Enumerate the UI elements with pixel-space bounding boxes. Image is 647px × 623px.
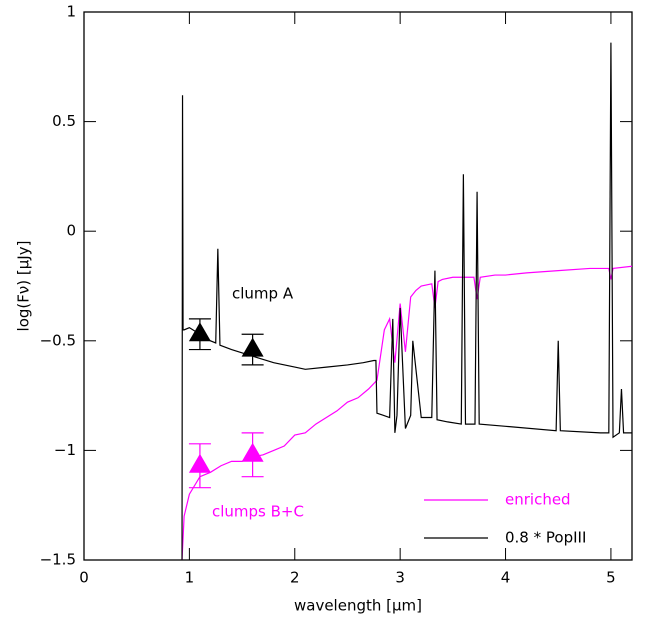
x-tick-label: 3 bbox=[395, 569, 405, 587]
x-tick-label: 0 bbox=[79, 569, 89, 587]
triangle-marker bbox=[241, 337, 264, 357]
plot-frame bbox=[83, 11, 633, 561]
x-tick-label: 2 bbox=[290, 569, 300, 587]
point-group-label: clump A bbox=[232, 285, 294, 303]
triangle-marker bbox=[188, 322, 211, 342]
spectrum-line bbox=[181, 42, 632, 560]
y-tick-label: −0.5 bbox=[40, 331, 76, 349]
y-tick-label: −1.5 bbox=[40, 551, 76, 569]
y-axis-label: log(Fν) [μJy] bbox=[15, 241, 33, 332]
x-tick-label: 1 bbox=[185, 569, 195, 587]
legend-label: enriched bbox=[505, 491, 571, 509]
y-tick-label: −1 bbox=[54, 441, 76, 459]
legend-label: 0.8 * PopIII bbox=[505, 529, 586, 547]
y-tick-label: 1 bbox=[66, 3, 76, 21]
y-tick-label: 0.5 bbox=[52, 112, 76, 130]
triangle-marker bbox=[241, 442, 264, 462]
x-tick-label: 4 bbox=[501, 569, 511, 587]
y-tick-label: 0 bbox=[66, 222, 76, 240]
x-axis-label: wavelength [μm] bbox=[294, 597, 422, 615]
x-tick-label: 5 bbox=[606, 569, 616, 587]
triangle-marker bbox=[188, 453, 211, 473]
point-group-label: clumps B+C bbox=[212, 503, 304, 521]
